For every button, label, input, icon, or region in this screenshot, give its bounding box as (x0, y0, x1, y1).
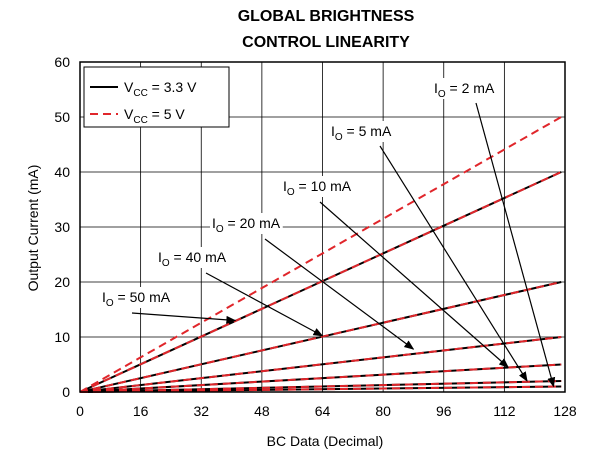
x-tick-label: 64 (315, 403, 331, 419)
annotation-arrow-0 (476, 103, 554, 387)
x-tick-label: 112 (493, 403, 516, 419)
y-tick-label: 30 (54, 219, 70, 235)
y-axis-label: Output Current (mA) (25, 165, 41, 292)
y-tick-label: 40 (54, 164, 70, 180)
chart-title-line-1: GLOBAL BRIGHTNESS (238, 8, 415, 25)
x-tick-labels: 0 16 32 48 64 80 96 112 128 (76, 403, 577, 419)
chart-title-line-2: CONTROL LINEARITY (242, 34, 410, 51)
x-tick-label: 16 (133, 403, 149, 419)
y-tick-label: 20 (54, 274, 70, 290)
x-tick-label: 128 (553, 403, 577, 419)
annotation-arrow-1 (380, 146, 527, 381)
x-tick-label: 80 (375, 403, 391, 419)
x-tick-label: 32 (193, 403, 209, 419)
y-tick-label: 0 (62, 384, 70, 400)
x-tick-label: 0 (76, 403, 84, 419)
x-axis-label: BC Data (Decimal) (267, 433, 384, 449)
y-tick-labels: 0 10 20 30 40 50 60 (54, 54, 70, 400)
annotation-arrow-5 (132, 313, 235, 321)
y-tick-label: 50 (54, 109, 70, 125)
x-tick-label: 48 (254, 403, 270, 419)
y-tick-label: 10 (54, 329, 70, 345)
y-tick-label: 60 (54, 54, 70, 70)
x-tick-label: 96 (436, 403, 452, 419)
